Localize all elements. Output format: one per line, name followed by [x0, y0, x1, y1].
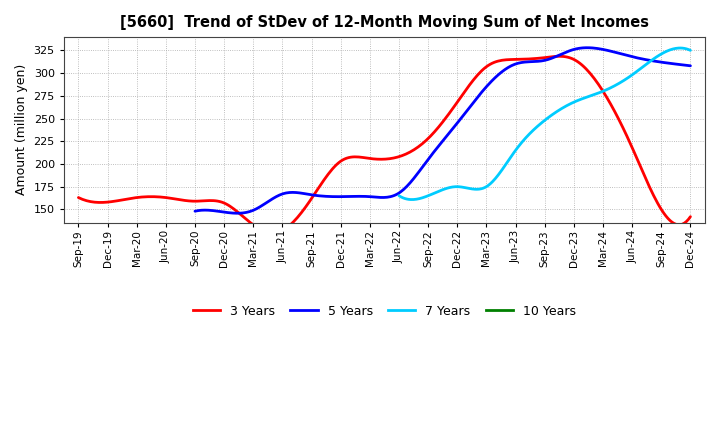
Title: [5660]  Trend of StDev of 12-Month Moving Sum of Net Incomes: [5660] Trend of StDev of 12-Month Moving…: [120, 15, 649, 30]
Legend: 3 Years, 5 Years, 7 Years, 10 Years: 3 Years, 5 Years, 7 Years, 10 Years: [188, 300, 581, 323]
Y-axis label: Amount (million yen): Amount (million yen): [15, 64, 28, 195]
